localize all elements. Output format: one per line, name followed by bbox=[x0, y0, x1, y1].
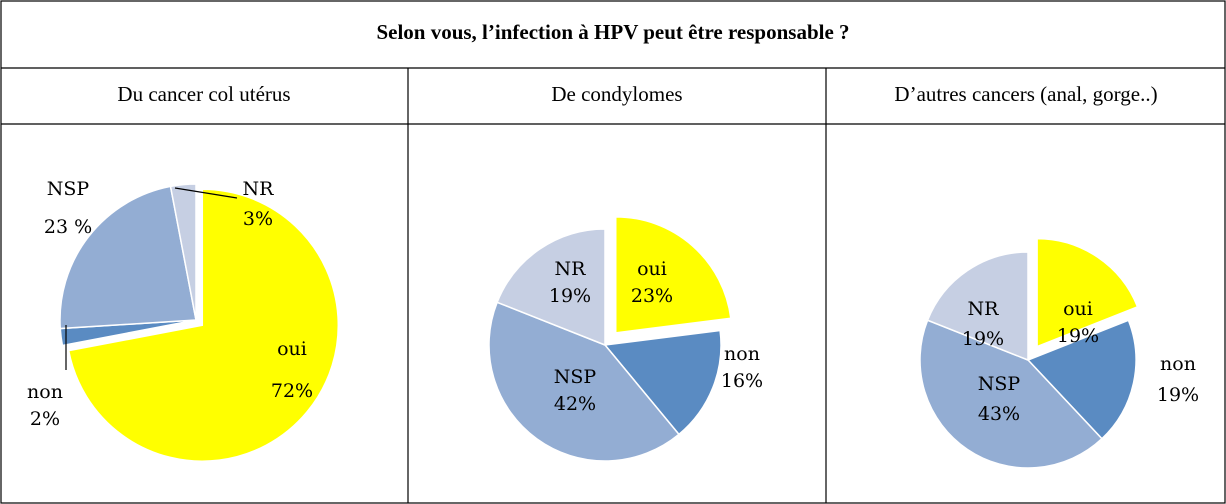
slice-category-label: oui bbox=[637, 258, 667, 280]
slice-category-label: non bbox=[724, 343, 760, 365]
slice-value-label: 19% bbox=[1057, 325, 1099, 347]
slice-value-label: 19% bbox=[1157, 384, 1199, 406]
slice-category-label: oui bbox=[1063, 298, 1093, 320]
pie-slice bbox=[926, 251, 1029, 362]
pie-slice bbox=[1026, 319, 1137, 440]
pie-slice bbox=[59, 185, 197, 330]
pie-slice bbox=[1036, 237, 1139, 348]
pie-slice bbox=[488, 301, 680, 462]
slice-value-label: 72% bbox=[271, 380, 313, 402]
column-header: De condylomes bbox=[551, 82, 682, 106]
slice-category-label: NR bbox=[243, 178, 275, 200]
slice-value-label: 19% bbox=[962, 328, 1004, 350]
pie-slice bbox=[496, 228, 606, 347]
pie-slice bbox=[603, 329, 722, 436]
slice-category-label: NSP bbox=[978, 373, 1021, 395]
leader-line bbox=[174, 187, 238, 199]
slice-value-label: 23% bbox=[631, 285, 673, 307]
slice-category-label: NSP bbox=[47, 178, 90, 200]
slice-value-label: 3% bbox=[243, 208, 273, 230]
slice-category-label: NR bbox=[555, 258, 587, 280]
slice-category-label: NR bbox=[968, 298, 1000, 320]
pie-slice bbox=[67, 188, 340, 462]
table-title: Selon vous, l’infection à HPV peut être … bbox=[376, 20, 849, 44]
slice-value-label: 23 % bbox=[44, 216, 92, 238]
column-header: Du cancer col utérus bbox=[117, 82, 290, 106]
slice-category-label: non bbox=[27, 381, 63, 403]
slice-category-label: oui bbox=[277, 338, 307, 360]
slice-value-label: 42% bbox=[554, 393, 596, 415]
pie-slice bbox=[919, 319, 1103, 469]
slice-value-label: 19% bbox=[549, 285, 591, 307]
slice-category-label: non bbox=[1160, 353, 1196, 375]
slice-value-label: 16% bbox=[721, 370, 763, 392]
pie-slice bbox=[614, 216, 732, 334]
slice-value-label: 43% bbox=[978, 403, 1020, 425]
slice-category-label: NSP bbox=[554, 366, 597, 388]
slice-value-label: 2% bbox=[30, 408, 60, 430]
column-header: D’autres cancers (anal, gorge..) bbox=[894, 82, 1157, 106]
pie-slice bbox=[169, 183, 197, 321]
